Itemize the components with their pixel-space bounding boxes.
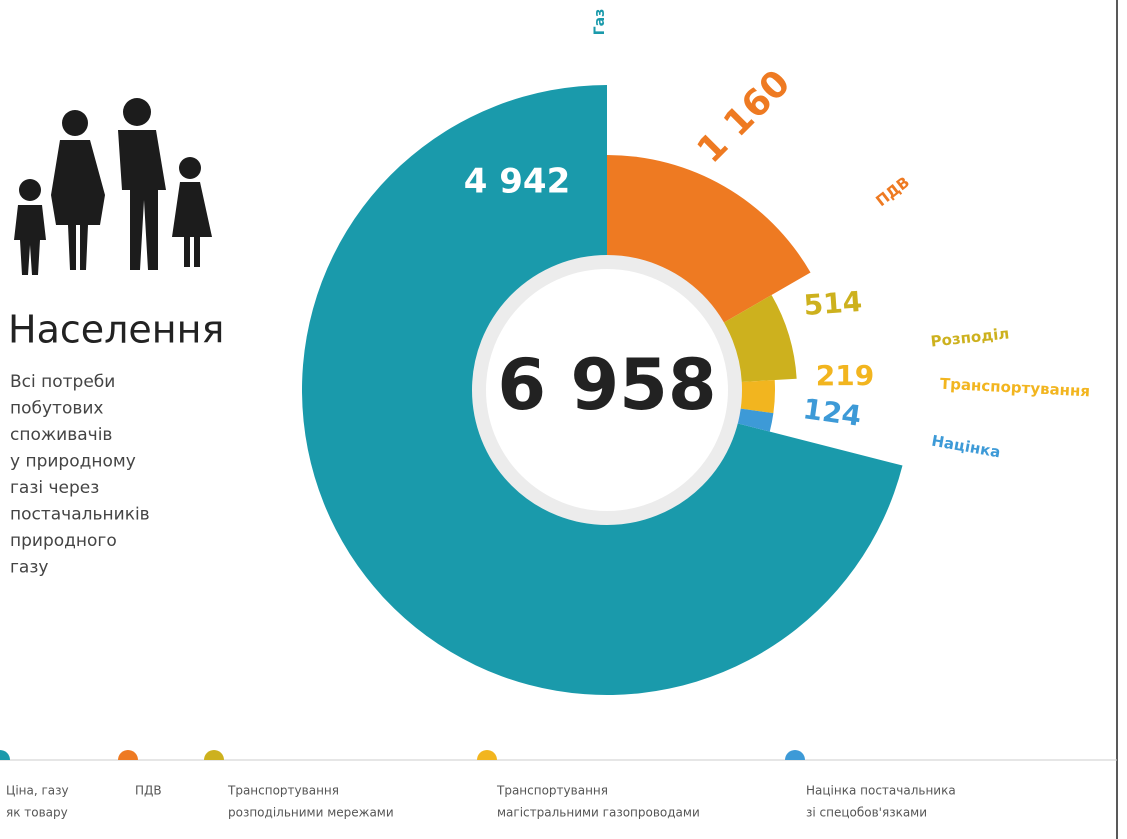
legend-swatch [118,750,138,760]
category-label: Газ [592,9,608,36]
legend-label: Ціна, газу [6,784,69,798]
value-label: 514 [803,285,864,322]
description-line: природного [10,531,117,551]
legend-label: як товару [6,806,68,820]
center-total: 6 958 [497,344,716,426]
description-line: у природному [10,452,136,472]
category-label: Націнка [930,432,1002,462]
legend-label: ПДВ [135,784,162,798]
description-line: побутових [10,399,104,419]
description-line: газу [10,558,48,578]
legend-label: магістральними газопроводами [497,806,700,820]
legend-label: розподільними мережами [228,806,394,820]
description-line: Всі потреби [10,372,115,392]
donut-chart: 6 958 4 942 Газ 1 160 ПДВ 514 Розподіл 219 Транс… [302,9,1090,695]
legend-label: Націнка постачальника [806,784,956,798]
legend-swatch [477,750,497,760]
value-label: 124 [801,392,863,433]
infographic: Населення Всі потреби побутових споживачів… [0,0,1127,839]
description-line: постачальників [10,505,150,525]
legend-swatch [785,750,805,760]
category-label: Розподіл [930,324,1010,350]
family-silhouette [14,98,212,275]
category-label: Транспортування [940,375,1091,401]
legend-swatch [204,750,224,760]
title: Населення [8,308,224,352]
legend-label: Транспортування [496,784,608,798]
legend-swatch [0,750,10,760]
description-line: споживачів [10,425,112,445]
category-label: ПДВ [872,173,913,210]
value-label: 219 [816,359,874,392]
legend-label: Транспортування [227,784,339,798]
legend-label: зі спецобов'язками [806,806,927,820]
description: Всі потреби побутових споживачів у природно… [10,372,150,578]
value-label: 1 160 [690,63,799,172]
value-label: 4 942 [464,162,570,202]
description-line: газі через [10,478,99,498]
